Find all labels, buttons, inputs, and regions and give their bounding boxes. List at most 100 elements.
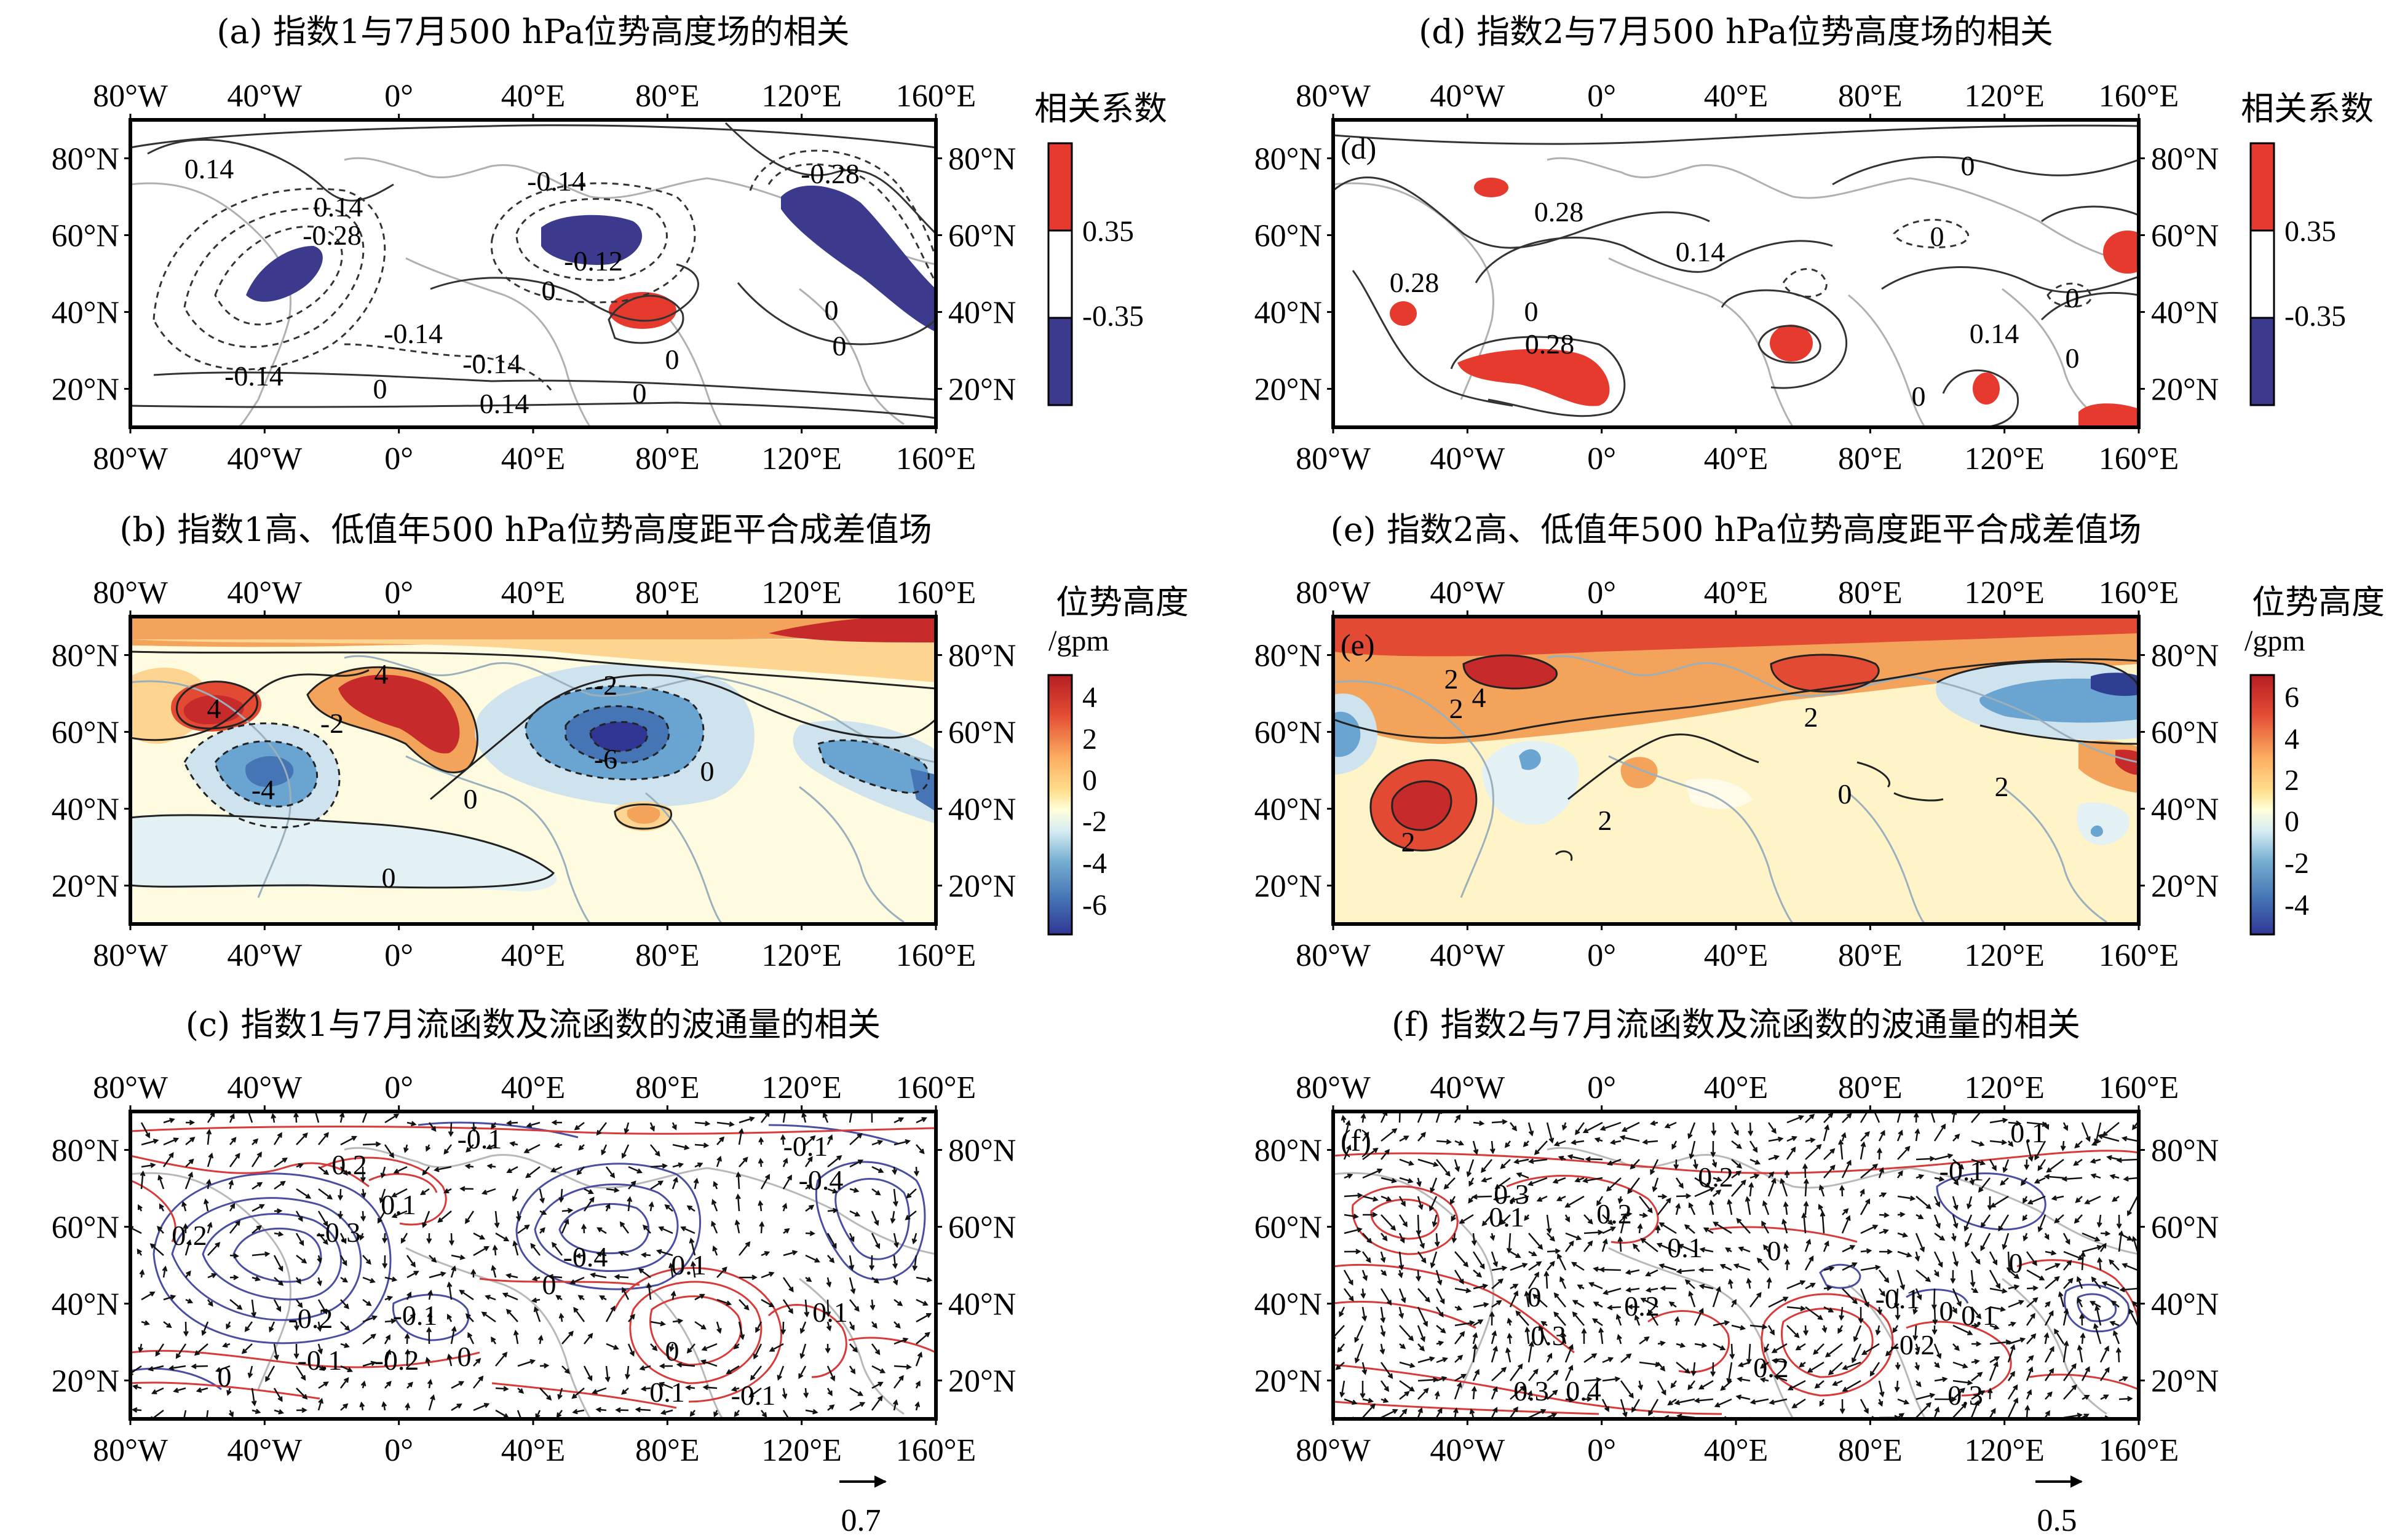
flux-vector xyxy=(1432,1214,1438,1228)
flux-vector xyxy=(780,1321,786,1335)
flux-vector xyxy=(1583,1376,1602,1383)
lat-tick-label-left: 40°N xyxy=(1254,792,1322,827)
flux-vector xyxy=(1896,1112,1901,1123)
flux-vector xyxy=(621,1144,630,1159)
flux-vector xyxy=(2043,1332,2050,1345)
flux-vector xyxy=(139,1269,145,1278)
flux-vector xyxy=(1951,1233,1957,1242)
flux-vector xyxy=(849,1365,856,1375)
svg-text:-2: -2 xyxy=(2284,847,2309,880)
flux-vector xyxy=(1602,1226,1617,1234)
svg-text:0.28: 0.28 xyxy=(1390,267,1440,298)
flux-vector xyxy=(1527,1122,1534,1137)
flux-vector xyxy=(1362,1168,1383,1179)
flux-vector xyxy=(1516,1172,1529,1179)
flux-vector xyxy=(1878,1129,1885,1142)
flux-vector xyxy=(1990,1195,2009,1208)
flux-vector xyxy=(826,1365,836,1382)
flux-vector xyxy=(1786,1146,1796,1160)
flux-vector xyxy=(2037,1214,2046,1233)
lat-tick-label-right: 60°N xyxy=(2151,219,2219,254)
flux-vector xyxy=(1361,1251,1371,1263)
flux-vector xyxy=(339,1233,347,1244)
flux-vector xyxy=(2074,1214,2083,1224)
flux-vector xyxy=(672,1143,690,1150)
flux-vector xyxy=(1507,1332,1513,1345)
flux-vector xyxy=(1989,1339,2012,1345)
flux-vector xyxy=(2082,1232,2101,1242)
flux-vector xyxy=(1714,1398,1732,1408)
flux-vector xyxy=(517,1224,530,1234)
lon-tick-label-top: 160°E xyxy=(2099,79,2179,114)
lat-tick-label-right: 60°N xyxy=(948,716,1016,751)
flux-vector xyxy=(426,1144,431,1152)
flux-vector xyxy=(628,1180,636,1190)
flux-vector xyxy=(360,1380,366,1389)
flux-vector xyxy=(2100,1231,2111,1236)
colorbar-height-left-unit: /gpm xyxy=(1048,625,1109,657)
flux-vector xyxy=(406,1255,416,1268)
flux-vector xyxy=(406,1313,416,1322)
flux-vector xyxy=(1933,1406,1940,1418)
flux-vector xyxy=(911,1233,917,1245)
lon-tick-label-top: 40°W xyxy=(227,79,302,114)
flux-vector xyxy=(1952,1214,1959,1229)
flux-vector xyxy=(157,1174,165,1190)
flux-vector xyxy=(2062,1122,2069,1131)
flux-vector xyxy=(400,1233,408,1244)
coastlines-e xyxy=(1333,655,2139,924)
flux-vector xyxy=(1510,1385,1526,1400)
lon-tick-label-top: 80°W xyxy=(1296,1070,1371,1105)
flux-vector xyxy=(2054,1214,2064,1223)
flux-vector xyxy=(2008,1140,2014,1147)
flux-vector xyxy=(739,1116,755,1124)
flux-vector xyxy=(782,1388,788,1400)
flux-vector xyxy=(340,1403,349,1411)
flux-vector xyxy=(509,1141,518,1147)
flux-vector xyxy=(916,1298,929,1306)
flux-vector xyxy=(916,1332,930,1345)
flux-vector xyxy=(1434,1391,1440,1400)
flux-vector xyxy=(449,1233,454,1246)
flux-vector xyxy=(1621,1121,1640,1132)
flux-vector xyxy=(1952,1133,1960,1142)
lat-tick-label-left: 20°N xyxy=(52,373,119,408)
svg-text:-0.14: -0.14 xyxy=(527,165,586,197)
flux-vector xyxy=(660,1409,673,1415)
flux-vector xyxy=(1713,1222,1732,1234)
flux-vector xyxy=(686,1205,695,1212)
flux-vector xyxy=(1731,1159,1743,1169)
svg-text:-2: -2 xyxy=(320,708,344,739)
flux-vector xyxy=(318,1132,329,1145)
flux-vector xyxy=(1804,1255,1814,1271)
flux-vector xyxy=(2045,1391,2053,1400)
svg-text:-0.1: -0.1 xyxy=(298,1345,343,1376)
svg-text:-0.1: -0.1 xyxy=(731,1380,776,1411)
flux-vector xyxy=(2044,1310,2054,1326)
axis-labels: 80°W 80°W 40°W 40°W 0° 0° 40°E 40°E 80°E 80°E 120°… xyxy=(52,79,2219,1468)
flux-vector xyxy=(914,1401,921,1411)
flux-vector xyxy=(1473,1283,1489,1290)
flux-vector xyxy=(1746,1277,1752,1289)
flux-vector xyxy=(1583,1214,1593,1225)
flux-vector xyxy=(758,1158,764,1167)
flux-vector xyxy=(2026,1389,2032,1400)
flux-vector xyxy=(561,1330,574,1345)
flux-vector xyxy=(1361,1270,1368,1281)
flux-vector xyxy=(1417,1325,1425,1343)
flux-vector xyxy=(1524,1290,1530,1308)
flux-vector xyxy=(1689,1140,1696,1159)
flux-vector xyxy=(561,1218,569,1234)
flux-vector xyxy=(296,1388,308,1400)
flux-vector xyxy=(1472,1194,1492,1200)
flux-vector xyxy=(1645,1269,1658,1277)
flux-vector xyxy=(339,1377,349,1389)
svg-text:0.3: 0.3 xyxy=(1531,1320,1566,1351)
flux-vector xyxy=(1468,1177,1475,1187)
flux-vector xyxy=(1339,1380,1345,1398)
flux-vector xyxy=(2097,1134,2120,1142)
flux-vector xyxy=(2097,1257,2103,1271)
flux-vector xyxy=(137,1248,143,1256)
flux-vector xyxy=(1565,1397,1575,1403)
lon-tick-label-top: 40°E xyxy=(1704,575,1769,610)
